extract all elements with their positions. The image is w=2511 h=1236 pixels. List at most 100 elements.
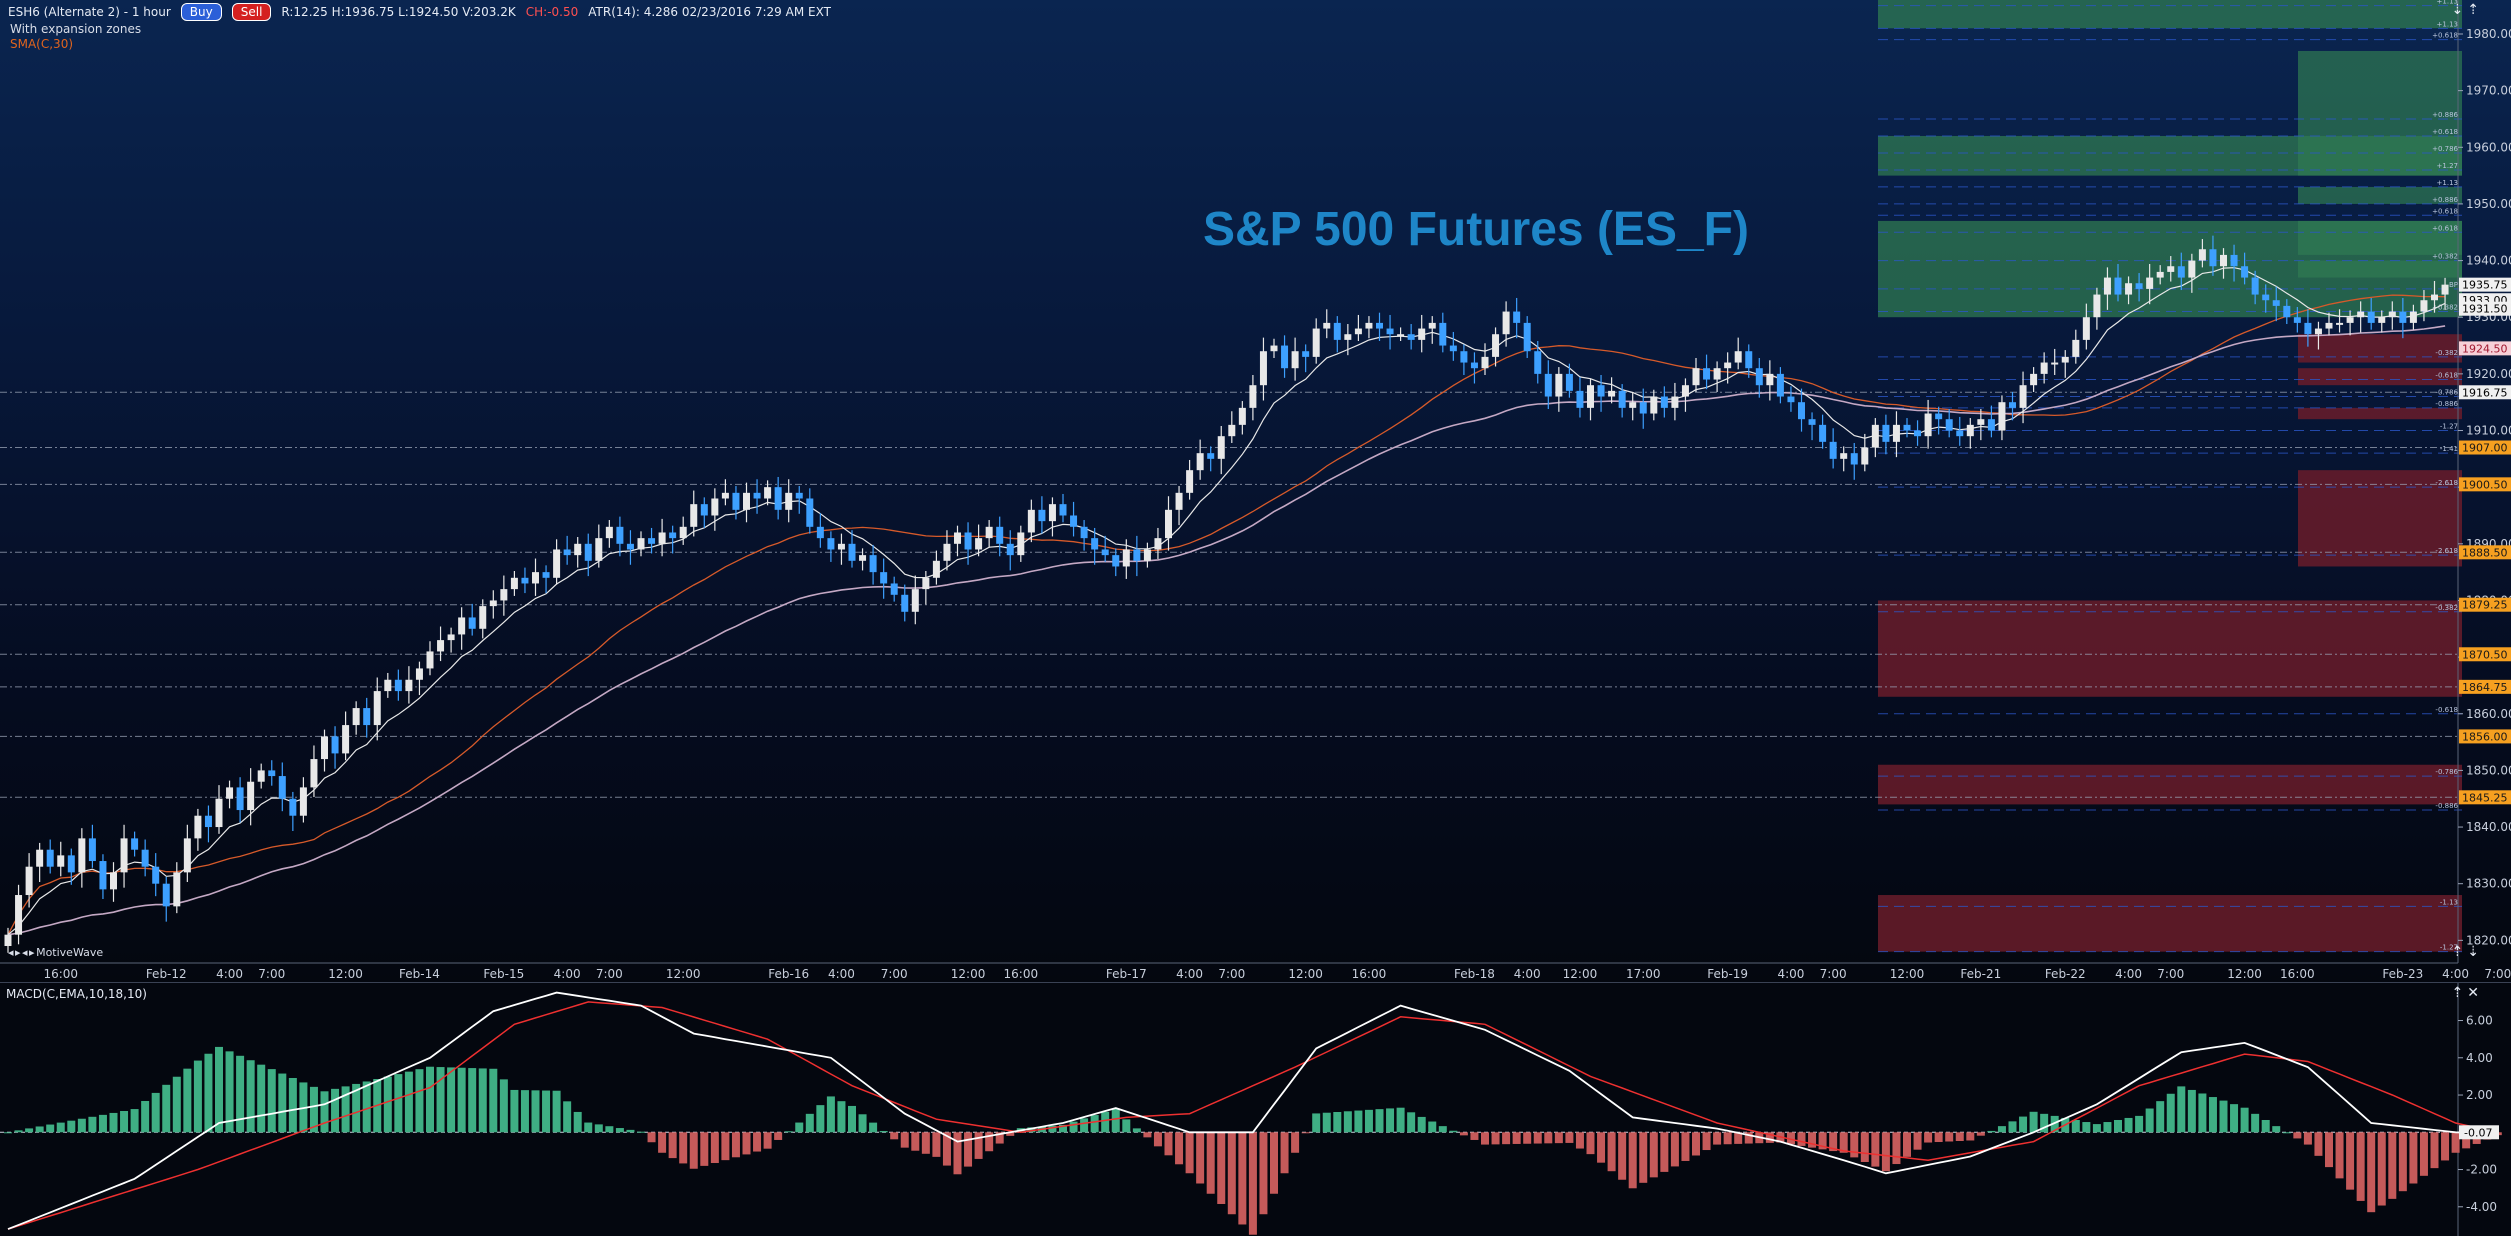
y-tick-label: 1830.00 [2466,877,2511,891]
candle-up [2314,328,2322,335]
candle-up [2061,356,2069,363]
histogram-bar [2019,1116,2028,1133]
x-tick-label: 4:00 [554,967,581,981]
candle-down [278,776,286,799]
candle-down [2367,311,2375,323]
arrow-down-icon[interactable]: ⇣ [2467,944,2483,960]
histogram-bar [805,1113,814,1133]
histogram-bar [1196,1132,1205,1184]
candle-down [1513,311,1521,323]
macd-chart[interactable]: 6.00 4.00 2.00 -2.00 -4.00 -0.07 [0,983,2511,1236]
candle-up [120,838,128,873]
histogram-bar [563,1101,572,1133]
candle-up [1724,362,1732,369]
histogram-bar [2388,1132,2397,1199]
green-zone [2298,220,2462,255]
histogram-bar [1839,1132,1848,1153]
x-tick-label: 7:00 [2157,967,2184,981]
candle-down [1703,368,1711,380]
candle-down [394,679,402,692]
x-tick-label: 16:00 [43,967,78,981]
candle-up [2030,373,2038,386]
candle-down [626,543,634,550]
histogram-bar [964,1132,973,1167]
candle-down [88,838,96,862]
pin-icon[interactable]: ⇡ [2451,985,2468,1001]
histogram-bar [151,1092,160,1133]
red-zone [1878,895,2462,952]
price-label: 1879.25 [2462,599,2508,612]
y-tick-label: 1840.00 [2466,820,2511,834]
candle-up [1892,424,1900,442]
histogram-bar [1090,1115,1099,1133]
candle-up [57,855,65,867]
zone-layer [1878,0,2462,952]
sell-button[interactable]: Sell [231,3,272,21]
close-icon[interactable]: ✕ [2467,985,2483,1001]
collapse-icon[interactable]: ⇣ [2451,2,2468,18]
candle-up [922,577,930,590]
histogram-bar [309,1086,318,1133]
histogram-bar [911,1132,920,1151]
candle-down [1449,345,1457,352]
candle-down [1787,396,1795,403]
price-chart[interactable]: +1.13 +1.13 +0.618 +0.886 +0.618 +0.786 +1.27 +… [0,0,2511,982]
price-label-box [2459,729,2511,744]
macd-panel[interactable]: 6.00 4.00 2.00 -2.00 -4.00 -0.07 MACD(C,EMA,1… [0,983,2511,1236]
fib-label: -0.886 [2435,802,2458,810]
price-chart-panel[interactable]: +1.13 +1.13 +0.618 +0.886 +0.618 +0.786 +1.27 +… [0,0,2511,983]
histogram-bar [2251,1113,2260,1133]
candle-down [732,492,740,510]
candle-up [4,934,12,947]
histogram-bar [2462,1132,2471,1149]
price-label-box [2459,385,2511,400]
histogram-bar [246,1060,255,1133]
histogram-bar [731,1132,740,1158]
candle-up [194,815,202,839]
pin-icon[interactable]: ⇡ [2467,2,2483,18]
histogram-bar [1059,1124,1067,1133]
histogram-bar [394,1074,403,1133]
x-tick-label: Feb-15 [483,967,524,981]
candle-up [859,555,867,561]
histogram-bar [2135,1115,2144,1133]
histogram-bar [2040,1113,2049,1133]
histogram-bar [848,1105,856,1133]
histogram-bar [2114,1119,2122,1133]
histogram-bar [2240,1107,2249,1133]
macd-axis: 6.00 4.00 2.00 -2.00 -4.00 [0,983,2497,1236]
histogram-bar [341,1086,350,1133]
change-value: CH:-0.50 [525,5,579,19]
candle-down [2272,300,2280,306]
candle-up [1270,345,1278,352]
buy-button[interactable]: Buy [180,3,222,21]
histogram-bar [1238,1132,1247,1225]
candle-up [1186,470,1194,493]
candle-down [521,577,529,584]
histogram-bar [267,1069,276,1133]
candle-up [1681,385,1689,397]
histogram-bar [447,1067,456,1133]
arrow-up-icon[interactable]: ⇡ [2451,944,2468,960]
histogram-bar [637,1131,645,1133]
histogram-bar [2272,1126,2281,1133]
histogram-bar [921,1132,930,1154]
histogram-bar [1354,1110,1363,1133]
y-tick-label: 1920.00 [2466,367,2511,381]
candle-up [1249,385,1257,408]
candle-down [1281,345,1289,369]
candle-up [1871,424,1879,448]
candle-up [1259,351,1267,386]
histogram-bar [1976,1132,1985,1136]
y-tick-label: 1940.00 [2466,254,2511,268]
candle-down [1544,373,1552,397]
candle-up [1966,424,1974,437]
candle-down [1597,385,1605,397]
candle-down [331,736,339,754]
histogram-bar [35,1126,44,1133]
candle-up [785,492,793,510]
histogram-bar [1987,1130,1996,1133]
histogram-bar [499,1079,508,1133]
candle-down [2230,254,2238,267]
histogram-bar [542,1090,551,1133]
